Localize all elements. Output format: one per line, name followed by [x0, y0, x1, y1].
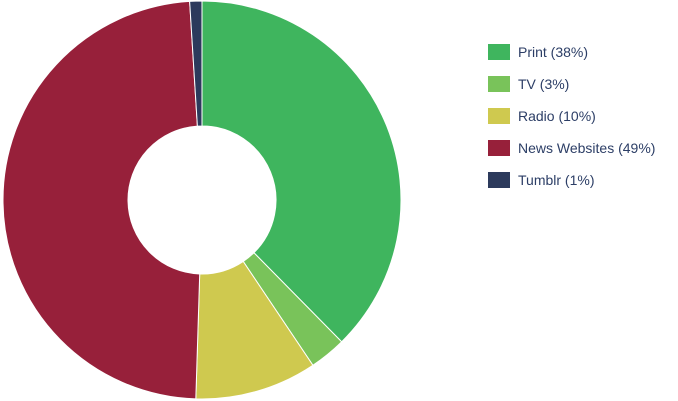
- legend-label-radio: Radio (10%): [518, 108, 596, 124]
- legend-swatch-tumblr: [488, 172, 510, 188]
- legend-swatch-radio: [488, 108, 510, 124]
- legend-label-news-websites: News Websites (49%): [518, 140, 656, 156]
- legend-item-tumblr[interactable]: Tumblr (1%): [488, 164, 655, 196]
- slice-news-websites[interactable]: [2, 0, 201, 400]
- legend-label-tumblr: Tumblr (1%): [518, 172, 595, 188]
- legend-item-print[interactable]: Print (38%): [488, 36, 655, 68]
- legend-label-print: Print (38%): [518, 44, 589, 60]
- legend-item-tv[interactable]: TV (3%): [488, 68, 655, 100]
- legend-item-news-websites[interactable]: News Websites (49%): [488, 132, 655, 164]
- legend-swatch-tv: [488, 76, 510, 92]
- chart-legend: Print (38%) TV (3%) Radio (10%) News Web…: [488, 36, 655, 196]
- legend-label-tv: TV (3%): [518, 76, 570, 92]
- legend-swatch-print: [488, 44, 510, 60]
- legend-item-radio[interactable]: Radio (10%): [488, 100, 655, 132]
- slice-tumblr[interactable]: [189, 0, 203, 127]
- legend-swatch-news-websites: [488, 140, 510, 156]
- slice-print[interactable]: [201, 0, 402, 343]
